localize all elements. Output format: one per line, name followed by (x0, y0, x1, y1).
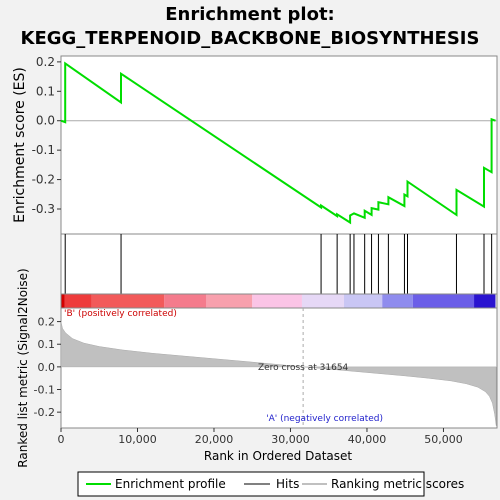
heat-bar-segment (301, 294, 345, 308)
heat-bar-segment (64, 294, 92, 308)
metric-y-axis: 0.2 0.1 0.0 -0.1 -0.2 (34, 316, 61, 419)
heat-bar-segment (344, 294, 383, 308)
es-y-tick-label: -0.2 (32, 173, 55, 187)
metric-y-axis-title: Ranked list metric (Signal2Noise) (16, 268, 30, 467)
zero-cross-label: Zero cross at 31654 (258, 363, 349, 373)
ranking-metric-area (60, 321, 497, 426)
x-axis-title: Rank in Ordered Dataset (204, 449, 352, 463)
es-y-axis: 0.2 0.1 0.0 -0.1 -0.2 -0.3 (32, 55, 61, 216)
es-y-tick-label: -0.3 (32, 202, 55, 216)
metric-y-tick-label: -0.1 (34, 384, 55, 397)
heat-bar-segment (206, 294, 253, 308)
metric-y-tick-label: 0.2 (38, 316, 56, 329)
es-y-axis-title: Enrichment score (ES) (12, 67, 28, 223)
heat-bar-segment (164, 294, 207, 308)
es-y-tick-label: 0.1 (36, 84, 55, 98)
heat-bar-segment (412, 294, 475, 308)
heat-bar-segment (91, 294, 165, 308)
legend: Enrichment profile Hits Ranking metric s… (77, 471, 464, 497)
hit-marks (64, 234, 493, 294)
heat-bar-segment (61, 294, 65, 308)
chart-title-line-1: Enrichment plot: (165, 4, 335, 25)
ranked-list-heat-bar (61, 294, 496, 308)
legend-ranking-metric-label: Ranking metric scores (331, 477, 464, 491)
x-tick-label: 20,000 (195, 433, 234, 446)
es-y-tick-label: 0.2 (36, 55, 55, 69)
es-panel-background (60, 55, 498, 235)
enrichment-profile-line (60, 61, 496, 225)
metric-y-tick-label: -0.2 (34, 406, 55, 419)
chart-title-line-2: KEGG_TERPENOID_BACKBONE_BIOSYNTHESIS (21, 28, 480, 49)
positive-correlation-label: 'B' (positively correlated) (64, 309, 177, 319)
heat-bar-segment (252, 294, 302, 308)
x-axis: 0 10,000 20,000 30,000 40,000 50,000 (58, 428, 463, 446)
x-tick-label: 40,000 (348, 433, 387, 446)
x-tick-label: 0 (58, 433, 65, 446)
legend-enrichment-profile-label: Enrichment profile (115, 477, 226, 491)
metric-y-tick-label: 0.0 (38, 361, 56, 374)
hits-panel-background (60, 233, 498, 295)
heat-bar-segment (474, 294, 496, 308)
metric-y-tick-label: 0.1 (38, 338, 56, 351)
x-tick-label: 30,000 (271, 433, 310, 446)
negative-correlation-label: 'A' (negatively correlated) (266, 414, 383, 424)
heat-bar-segment (382, 294, 413, 308)
legend-hits-label: Hits (276, 477, 299, 491)
es-y-tick-label: 0.0 (36, 114, 55, 128)
x-tick-label: 10,000 (118, 433, 157, 446)
es-y-tick-label: -0.1 (32, 143, 55, 157)
x-tick-label: 50,000 (424, 433, 463, 446)
